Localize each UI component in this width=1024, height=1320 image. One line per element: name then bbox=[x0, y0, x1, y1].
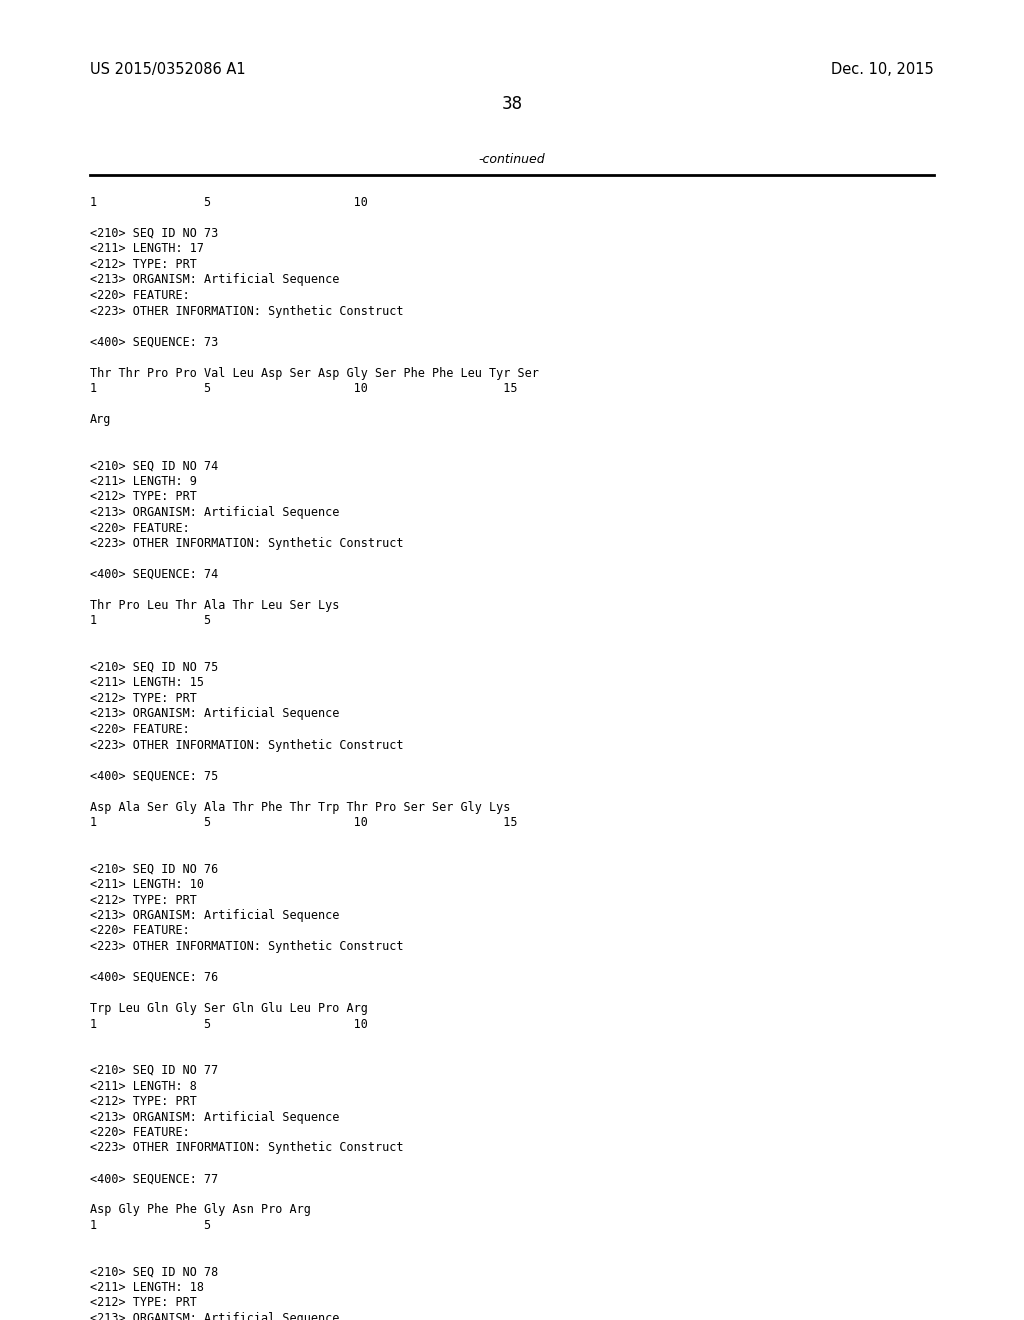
Text: <223> OTHER INFORMATION: Synthetic Construct: <223> OTHER INFORMATION: Synthetic Const… bbox=[90, 305, 403, 318]
Text: <212> TYPE: PRT: <212> TYPE: PRT bbox=[90, 692, 197, 705]
Text: <400> SEQUENCE: 75: <400> SEQUENCE: 75 bbox=[90, 770, 218, 783]
Text: <212> TYPE: PRT: <212> TYPE: PRT bbox=[90, 257, 197, 271]
Text: Thr Thr Pro Pro Val Leu Asp Ser Asp Gly Ser Phe Phe Leu Tyr Ser: Thr Thr Pro Pro Val Leu Asp Ser Asp Gly … bbox=[90, 367, 539, 380]
Text: 1               5                    10                   15: 1 5 10 15 bbox=[90, 381, 517, 395]
Text: Thr Pro Leu Thr Ala Thr Leu Ser Lys: Thr Pro Leu Thr Ala Thr Leu Ser Lys bbox=[90, 599, 339, 612]
Text: -continued: -continued bbox=[478, 153, 546, 166]
Text: <210> SEQ ID NO 74: <210> SEQ ID NO 74 bbox=[90, 459, 218, 473]
Text: <210> SEQ ID NO 73: <210> SEQ ID NO 73 bbox=[90, 227, 218, 240]
Text: <223> OTHER INFORMATION: Synthetic Construct: <223> OTHER INFORMATION: Synthetic Const… bbox=[90, 738, 403, 751]
Text: <210> SEQ ID NO 75: <210> SEQ ID NO 75 bbox=[90, 661, 218, 675]
Text: US 2015/0352086 A1: US 2015/0352086 A1 bbox=[90, 62, 246, 77]
Text: <400> SEQUENCE: 77: <400> SEQUENCE: 77 bbox=[90, 1172, 218, 1185]
Text: Trp Leu Gln Gly Ser Gln Glu Leu Pro Arg: Trp Leu Gln Gly Ser Gln Glu Leu Pro Arg bbox=[90, 1002, 368, 1015]
Text: <220> FEATURE:: <220> FEATURE: bbox=[90, 1126, 189, 1139]
Text: <223> OTHER INFORMATION: Synthetic Construct: <223> OTHER INFORMATION: Synthetic Const… bbox=[90, 1142, 403, 1155]
Text: <210> SEQ ID NO 78: <210> SEQ ID NO 78 bbox=[90, 1266, 218, 1279]
Text: 1               5                    10                   15: 1 5 10 15 bbox=[90, 816, 517, 829]
Text: <211> LENGTH: 17: <211> LENGTH: 17 bbox=[90, 243, 204, 256]
Text: Arg: Arg bbox=[90, 413, 112, 426]
Text: <213> ORGANISM: Artificial Sequence: <213> ORGANISM: Artificial Sequence bbox=[90, 1312, 339, 1320]
Text: Dec. 10, 2015: Dec. 10, 2015 bbox=[831, 62, 934, 77]
Text: <400> SEQUENCE: 73: <400> SEQUENCE: 73 bbox=[90, 335, 218, 348]
Text: <210> SEQ ID NO 77: <210> SEQ ID NO 77 bbox=[90, 1064, 218, 1077]
Text: <213> ORGANISM: Artificial Sequence: <213> ORGANISM: Artificial Sequence bbox=[90, 506, 339, 519]
Text: <220> FEATURE:: <220> FEATURE: bbox=[90, 723, 189, 737]
Text: <212> TYPE: PRT: <212> TYPE: PRT bbox=[90, 894, 197, 907]
Text: 1               5: 1 5 bbox=[90, 1218, 211, 1232]
Text: <212> TYPE: PRT: <212> TYPE: PRT bbox=[90, 491, 197, 503]
Text: <213> ORGANISM: Artificial Sequence: <213> ORGANISM: Artificial Sequence bbox=[90, 273, 339, 286]
Text: <211> LENGTH: 10: <211> LENGTH: 10 bbox=[90, 878, 204, 891]
Text: <211> LENGTH: 9: <211> LENGTH: 9 bbox=[90, 475, 197, 488]
Text: <220> FEATURE:: <220> FEATURE: bbox=[90, 521, 189, 535]
Text: <211> LENGTH: 15: <211> LENGTH: 15 bbox=[90, 676, 204, 689]
Text: 1               5: 1 5 bbox=[90, 615, 211, 627]
Text: <213> ORGANISM: Artificial Sequence: <213> ORGANISM: Artificial Sequence bbox=[90, 708, 339, 721]
Text: <212> TYPE: PRT: <212> TYPE: PRT bbox=[90, 1296, 197, 1309]
Text: 38: 38 bbox=[502, 95, 522, 114]
Text: <400> SEQUENCE: 76: <400> SEQUENCE: 76 bbox=[90, 972, 218, 983]
Text: <212> TYPE: PRT: <212> TYPE: PRT bbox=[90, 1096, 197, 1107]
Text: Asp Gly Phe Phe Gly Asn Pro Arg: Asp Gly Phe Phe Gly Asn Pro Arg bbox=[90, 1204, 311, 1217]
Text: <213> ORGANISM: Artificial Sequence: <213> ORGANISM: Artificial Sequence bbox=[90, 1110, 339, 1123]
Text: <210> SEQ ID NO 76: <210> SEQ ID NO 76 bbox=[90, 862, 218, 875]
Text: 1               5                    10: 1 5 10 bbox=[90, 1018, 368, 1031]
Text: <211> LENGTH: 8: <211> LENGTH: 8 bbox=[90, 1080, 197, 1093]
Text: <223> OTHER INFORMATION: Synthetic Construct: <223> OTHER INFORMATION: Synthetic Const… bbox=[90, 940, 403, 953]
Text: 1               5                    10: 1 5 10 bbox=[90, 195, 368, 209]
Text: <220> FEATURE:: <220> FEATURE: bbox=[90, 289, 189, 302]
Text: <220> FEATURE:: <220> FEATURE: bbox=[90, 924, 189, 937]
Text: <223> OTHER INFORMATION: Synthetic Construct: <223> OTHER INFORMATION: Synthetic Const… bbox=[90, 537, 403, 550]
Text: <213> ORGANISM: Artificial Sequence: <213> ORGANISM: Artificial Sequence bbox=[90, 909, 339, 921]
Text: <211> LENGTH: 18: <211> LENGTH: 18 bbox=[90, 1280, 204, 1294]
Text: Asp Ala Ser Gly Ala Thr Phe Thr Trp Thr Pro Ser Ser Gly Lys: Asp Ala Ser Gly Ala Thr Phe Thr Trp Thr … bbox=[90, 800, 510, 813]
Text: <400> SEQUENCE: 74: <400> SEQUENCE: 74 bbox=[90, 568, 218, 581]
